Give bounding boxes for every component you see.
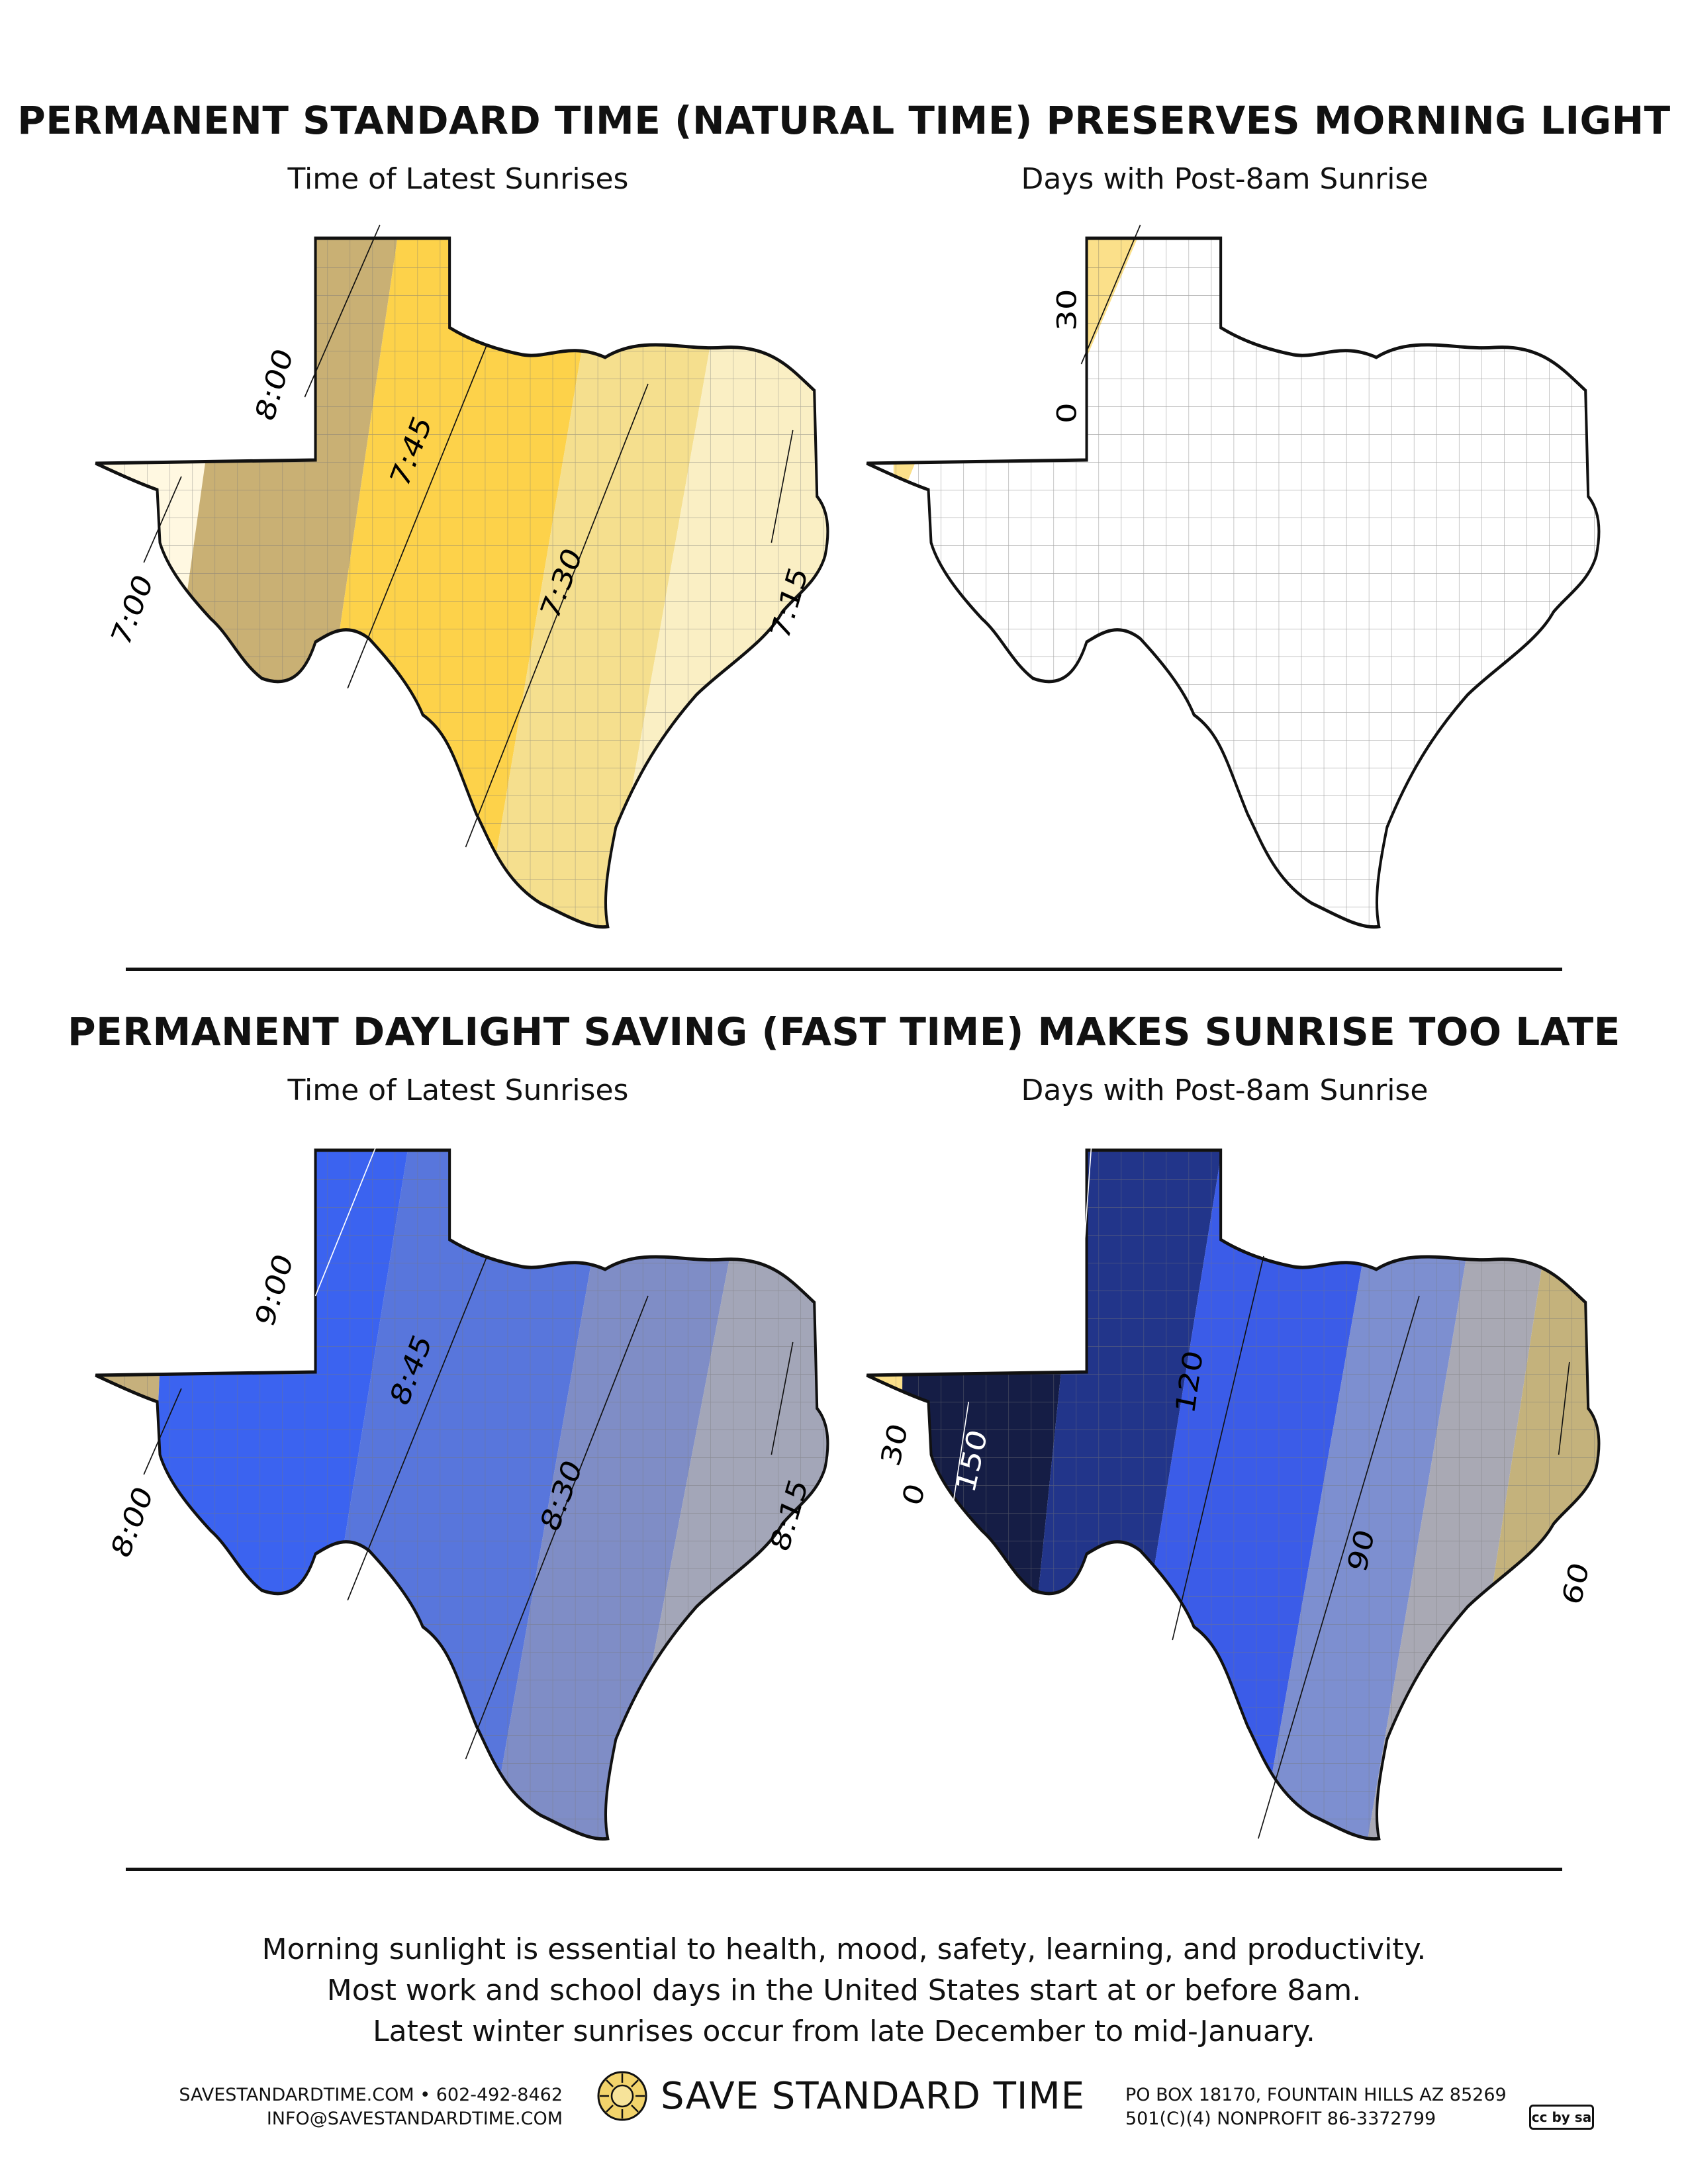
section-divider-bottom	[126, 1868, 1562, 1871]
dst-latest-sunrise-map: 9:00 8:45 8:30 8:15 8:00	[79, 1124, 857, 1852]
email-link[interactable]: INFO@SAVESTANDARDTIME.COM	[266, 2109, 563, 2129]
contour-label-60: 60	[1556, 1559, 1595, 1610]
dst-post-8am-days-map: 30 0 150 120 90 60	[851, 1124, 1628, 1852]
section-divider-top	[126, 968, 1562, 971]
contour-label-30: 30	[875, 1420, 914, 1471]
contour-label-30: 30	[1051, 289, 1082, 331]
contour-label-0: 0	[1051, 402, 1082, 424]
footer-line-1: Morning sunlight is essential to health,…	[261, 1933, 1427, 1966]
bottom-left-map-title: Time of Latest Sunrises	[287, 1073, 629, 1107]
creative-commons-badge: cc by sa	[1529, 2105, 1594, 2130]
contour-label-7-00: 7:00	[105, 569, 159, 652]
top-right-map-title: Days with Post-8am Sunrise	[1021, 162, 1429, 196]
brand-name: SAVE STANDARD TIME	[661, 2074, 1086, 2118]
website-phone[interactable]: SAVESTANDARDTIME.COM • 602-492-8462	[179, 2085, 563, 2105]
sun-logo-icon	[597, 2071, 647, 2121]
contour-label-8-00: 8:00	[105, 1480, 159, 1564]
contact-left: SAVESTANDARDTIME.COM • 602-492-8462 INFO…	[132, 2083, 563, 2131]
contour-label-9-00: 9:00	[250, 1249, 299, 1332]
contact-right: PO BOX 18170, FOUNTAIN HILLS AZ 85269 50…	[1125, 2083, 1589, 2131]
nonprofit-id: 501(C)(4) NONPROFIT 86-3372799	[1125, 2109, 1436, 2129]
standard-latest-sunrise-map: 8:00 7:45 7:30 7:15 7:00	[79, 212, 857, 940]
bottom-right-map-title: Days with Post-8am Sunrise	[1021, 1073, 1429, 1107]
footer-message: Morning sunlight is essential to health,…	[0, 1929, 1688, 2052]
brand-block: SAVE STANDARD TIME	[596, 2066, 1085, 2126]
bottom-section-title: PERMANENT DAYLIGHT SAVING (FAST TIME) MA…	[68, 1009, 1620, 1054]
top-left-map-title: Time of Latest Sunrises	[287, 162, 629, 196]
contour-label-0: 0	[896, 1479, 931, 1510]
contour-label-8-00: 8:00	[250, 343, 299, 426]
mailing-address: PO BOX 18170, FOUNTAIN HILLS AZ 85269	[1125, 2085, 1507, 2105]
standard-post-8am-days-map: 30 0	[851, 212, 1628, 940]
footer-line-2: Most work and school days in the United …	[326, 1974, 1362, 2007]
footer-line-3: Latest winter sunrises occur from late D…	[373, 2015, 1315, 2048]
top-section-title: PERMANENT STANDARD TIME (NATURAL TIME) P…	[17, 98, 1671, 143]
